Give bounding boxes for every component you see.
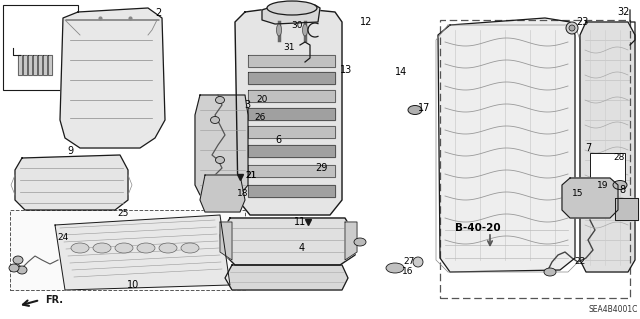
Ellipse shape <box>71 243 89 253</box>
Polygon shape <box>580 22 635 272</box>
Text: 18: 18 <box>237 189 248 197</box>
Text: SEA4B4001C: SEA4B4001C <box>589 305 638 314</box>
Polygon shape <box>38 55 42 75</box>
Text: 31: 31 <box>284 43 295 53</box>
Text: 29: 29 <box>315 163 328 173</box>
Text: 27: 27 <box>404 257 415 266</box>
Ellipse shape <box>9 264 19 272</box>
Text: 4: 4 <box>299 243 305 253</box>
Polygon shape <box>248 90 335 102</box>
Polygon shape <box>248 165 335 177</box>
Text: 15: 15 <box>572 189 584 197</box>
Polygon shape <box>28 55 32 75</box>
Ellipse shape <box>544 268 556 276</box>
Text: 17: 17 <box>418 103 430 113</box>
Text: 21: 21 <box>245 170 257 180</box>
Ellipse shape <box>181 243 199 253</box>
Bar <box>590 153 625 188</box>
Text: 24: 24 <box>57 233 68 241</box>
Polygon shape <box>60 8 165 148</box>
Text: 3: 3 <box>244 100 250 110</box>
Polygon shape <box>55 215 230 290</box>
Text: 16: 16 <box>402 266 413 276</box>
Ellipse shape <box>386 263 404 273</box>
Polygon shape <box>220 222 232 260</box>
Polygon shape <box>23 55 27 75</box>
Ellipse shape <box>613 181 627 189</box>
Polygon shape <box>248 145 335 157</box>
Polygon shape <box>248 55 335 67</box>
Polygon shape <box>235 8 342 215</box>
Ellipse shape <box>137 243 155 253</box>
Text: 26: 26 <box>254 114 266 122</box>
Text: 22: 22 <box>574 257 585 266</box>
Text: 13: 13 <box>340 65 352 75</box>
Ellipse shape <box>267 1 317 15</box>
Ellipse shape <box>17 266 27 274</box>
Polygon shape <box>200 175 245 212</box>
Polygon shape <box>248 108 335 120</box>
Text: 19: 19 <box>596 181 608 189</box>
Polygon shape <box>615 198 638 220</box>
Ellipse shape <box>413 257 423 267</box>
Text: 28: 28 <box>613 153 625 162</box>
Ellipse shape <box>211 116 220 123</box>
Polygon shape <box>33 55 37 75</box>
Text: 25: 25 <box>117 209 129 218</box>
Ellipse shape <box>216 157 225 164</box>
Polygon shape <box>262 5 320 24</box>
Polygon shape <box>438 18 575 272</box>
Ellipse shape <box>13 256 23 264</box>
Text: 9: 9 <box>67 146 73 156</box>
Polygon shape <box>562 178 618 218</box>
Text: 14: 14 <box>395 67 407 77</box>
Text: 8: 8 <box>619 185 625 195</box>
Ellipse shape <box>159 243 177 253</box>
Text: 20: 20 <box>256 95 268 105</box>
Polygon shape <box>18 55 22 75</box>
Ellipse shape <box>566 22 578 34</box>
Text: FR.: FR. <box>45 295 63 305</box>
Ellipse shape <box>303 24 307 36</box>
Ellipse shape <box>115 243 133 253</box>
Polygon shape <box>225 265 348 290</box>
Bar <box>10 210 245 290</box>
Ellipse shape <box>569 25 575 31</box>
Text: 23: 23 <box>576 17 588 27</box>
Ellipse shape <box>354 238 366 246</box>
Polygon shape <box>195 95 248 195</box>
Polygon shape <box>248 126 335 138</box>
Polygon shape <box>248 72 335 84</box>
Text: B-40-20: B-40-20 <box>455 223 501 233</box>
Polygon shape <box>345 222 357 260</box>
Text: 32: 32 <box>617 7 629 17</box>
Text: 2: 2 <box>155 8 161 18</box>
Text: 10: 10 <box>127 280 139 290</box>
Text: 6: 6 <box>275 135 281 145</box>
Text: 30: 30 <box>291 20 303 29</box>
Polygon shape <box>43 55 47 75</box>
Text: 7: 7 <box>585 143 591 153</box>
Bar <box>3 5 78 90</box>
Polygon shape <box>48 55 52 75</box>
Text: 21: 21 <box>245 170 257 180</box>
Bar <box>440 20 630 298</box>
Text: 12: 12 <box>360 17 372 27</box>
Ellipse shape <box>408 106 422 115</box>
Polygon shape <box>220 218 355 265</box>
Polygon shape <box>248 185 335 197</box>
Text: 11: 11 <box>294 217 306 227</box>
Ellipse shape <box>276 24 282 36</box>
Ellipse shape <box>93 243 111 253</box>
Ellipse shape <box>216 97 225 103</box>
Polygon shape <box>15 155 128 210</box>
